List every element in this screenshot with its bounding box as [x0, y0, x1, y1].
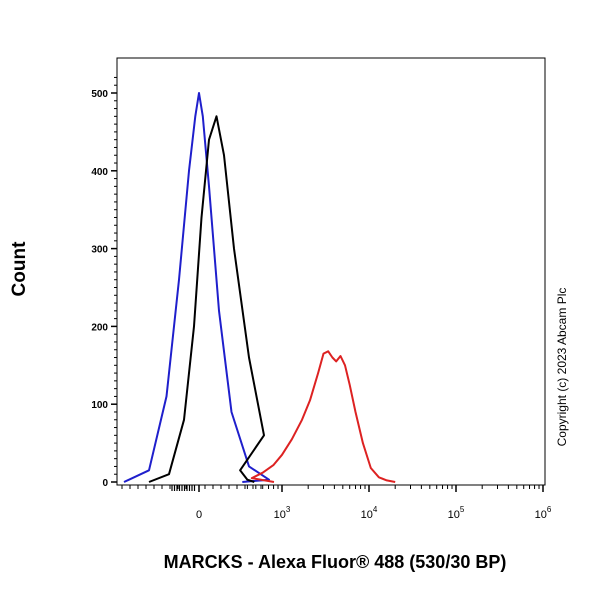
y-tick-label: 0 — [102, 478, 108, 489]
y-tick-label: 200 — [91, 322, 108, 333]
y-tick-label: 400 — [91, 167, 108, 178]
y-tick-label: 500 — [91, 89, 108, 100]
x-tick-label: 0 — [196, 509, 202, 521]
x-tick-label: 104 — [361, 505, 378, 521]
series-line-2 — [148, 115, 265, 483]
series-line-3 — [250, 350, 396, 483]
y-tick-label: 100 — [91, 400, 108, 411]
x-axis-label: MARCKS - Alexa Fluor® 488 (530/30 BP) — [163, 552, 507, 572]
plot-frame — [116, 57, 546, 486]
copyright-text: Copyright (c) 2023 Abcam Plc — [555, 287, 569, 447]
x-tick-label: 106 — [535, 505, 552, 521]
y-tick-label: 300 — [91, 245, 108, 256]
x-tick-label: 103 — [274, 505, 291, 521]
y-axis-label: Count — [9, 241, 30, 297]
series-line-1 — [123, 92, 270, 483]
x-tick-label: 105 — [448, 505, 465, 521]
